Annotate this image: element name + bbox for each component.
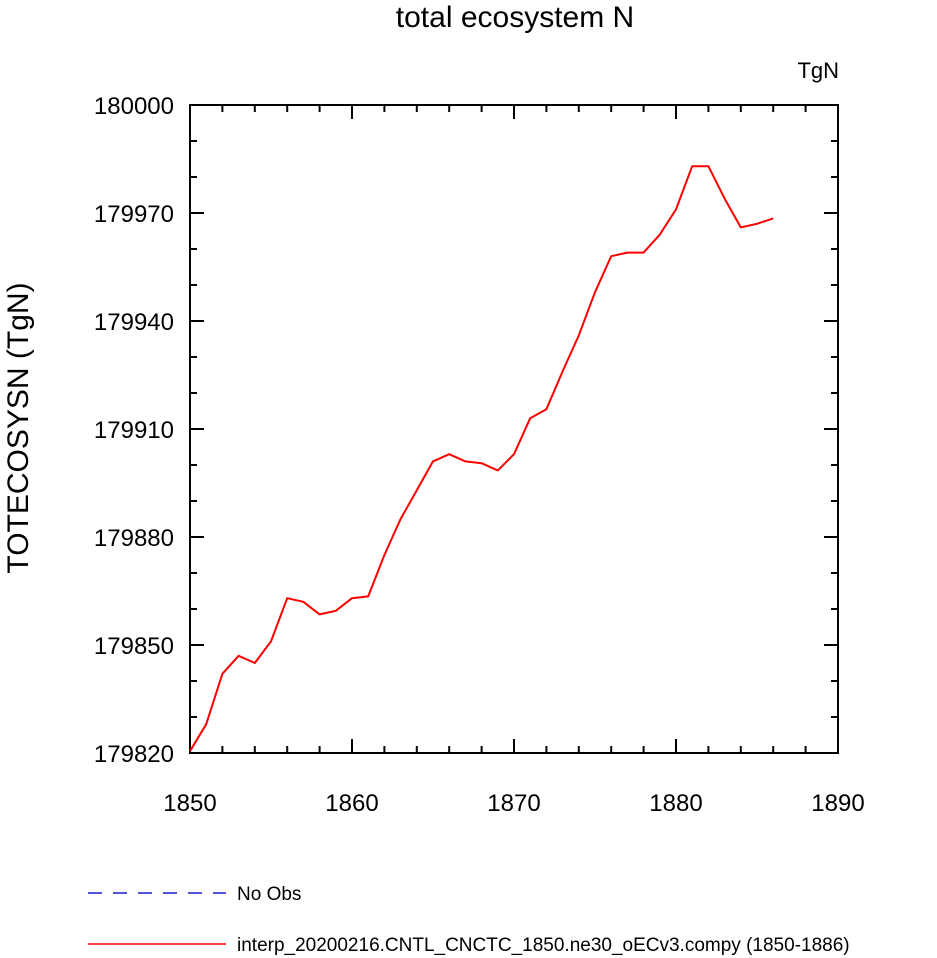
y-tick-label: 179940 xyxy=(94,309,174,336)
x-tick-label: 1890 xyxy=(811,790,864,817)
y-tick-label: 179820 xyxy=(94,741,174,768)
y-tick-label: 179850 xyxy=(94,633,174,660)
x-tick-label: 1850 xyxy=(163,790,216,817)
x-tick-label: 1860 xyxy=(325,790,378,817)
legend-label: interp_20200216.CNTL_CNCTC_1850.ne30_oEC… xyxy=(237,935,850,956)
series-lines xyxy=(189,165,774,752)
series-line xyxy=(189,165,774,752)
legend: No Obs interp_20200216.CNTL_CNCTC_1850.ne… xyxy=(88,884,850,956)
x-tick-label: 1870 xyxy=(487,790,540,817)
y-tick-label: 179910 xyxy=(94,417,174,444)
plot-frame xyxy=(189,104,839,754)
x-tick-label: 1880 xyxy=(649,790,702,817)
axis-tick-labels: 1850 1860 1870 1880 1890 179820 179850 179880 17… xyxy=(94,93,865,817)
y-axis-label: TOTECOSYSN (TgN) xyxy=(2,282,35,573)
y-tick-label: 179970 xyxy=(94,201,174,228)
y-tick-label: 180000 xyxy=(94,93,174,120)
y-tick-label: 179880 xyxy=(94,525,174,552)
legend-label: No Obs xyxy=(237,884,301,905)
units-label: TgN xyxy=(797,58,839,83)
chart-title: total ecosystem N xyxy=(396,1,634,34)
axis-ticks xyxy=(189,104,839,754)
